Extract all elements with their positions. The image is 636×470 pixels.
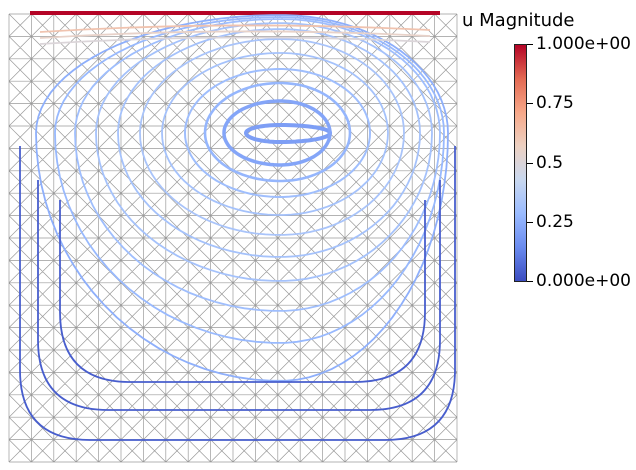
streamline	[203, 81, 352, 183]
streamline	[39, 30, 431, 39]
scalar-bar-tick	[527, 221, 533, 223]
mesh-lines	[8, 13, 458, 463]
streamline	[95, 22, 433, 282]
streamline	[37, 180, 441, 411]
scalar-bar-tick-label: 0.5	[536, 152, 564, 173]
lid-boundary	[30, 11, 440, 15]
streamline	[59, 200, 426, 383]
scalar-bar-tick	[527, 162, 533, 164]
mesh-wireframe	[8, 13, 458, 463]
scalar-bar-tick-label: 0.75	[536, 93, 574, 114]
scalar-bar-tick-label: 0.25	[536, 211, 574, 232]
scalar-bar-tick-label: 1.000e+00	[536, 34, 632, 54]
streamline	[39, 36, 431, 45]
streamline	[222, 99, 332, 167]
streamline	[39, 24, 431, 33]
scalar-bar-title: u Magnitude	[462, 10, 575, 31]
scalar-bar-gradient	[514, 44, 527, 282]
streamline	[139, 38, 405, 236]
scalar-bar-tick	[527, 44, 533, 45]
streamline	[243, 123, 332, 144]
streamline	[117, 28, 421, 258]
streamlines	[19, 14, 456, 441]
streamline	[183, 68, 371, 198]
streamline	[74, 18, 441, 312]
streamline	[19, 146, 456, 441]
scalar-bar-tick	[527, 103, 533, 105]
streamline	[161, 52, 389, 216]
scalar-bar-tick-label: 0.000e+00	[536, 271, 632, 291]
scalar-bar-tick	[527, 281, 533, 282]
streamline	[35, 14, 449, 382]
